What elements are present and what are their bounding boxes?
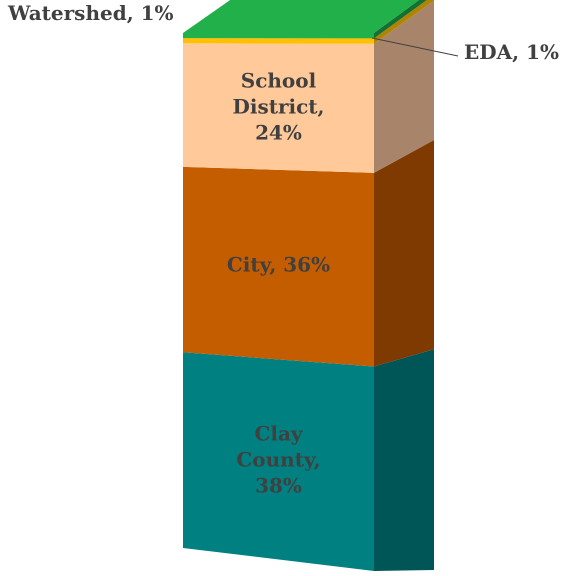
- chart-faces: [183, 0, 434, 571]
- data-label-school-district: School District, 24%: [233, 69, 325, 145]
- bar-segment-front-eda: [183, 38, 374, 44]
- bar-segment-front-watershed: [183, 33, 374, 39]
- data-label-city: City, 36%: [227, 253, 330, 277]
- data-label-clay-county: Clay County, 38%: [236, 421, 320, 497]
- bar-top-face: [183, 0, 419, 33]
- bar-segment-front-school-district: [183, 43, 374, 173]
- bar-segment-side-city: [374, 140, 434, 367]
- bar-segment-side-school-district: [374, 0, 434, 173]
- leader-line-eda: [371, 37, 459, 57]
- bar-segment-front-clay-county: [183, 352, 374, 571]
- data-label-watershed: Watershed, 1%: [7, 1, 174, 25]
- data-label-eda: EDA, 1%: [464, 40, 559, 64]
- bar-segment-side-watershed: [374, 0, 427, 39]
- bar-segment-front-city: [183, 166, 374, 367]
- chart-labels: Clay County, 38% City, 36% School District, 24…: [7, 1, 559, 497]
- bar-segment-side-clay-county: [374, 349, 434, 571]
- bar-segment-side-eda: [374, 0, 434, 44]
